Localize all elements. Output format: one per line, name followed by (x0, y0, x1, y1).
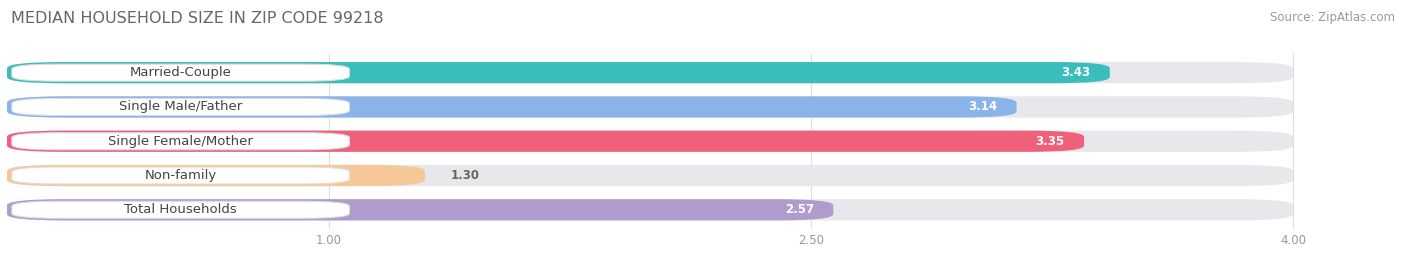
FancyBboxPatch shape (7, 130, 1084, 152)
FancyBboxPatch shape (11, 133, 350, 150)
FancyBboxPatch shape (7, 96, 1294, 118)
Text: Non-family: Non-family (145, 169, 217, 182)
Text: 3.14: 3.14 (969, 100, 997, 114)
FancyBboxPatch shape (7, 130, 1294, 152)
Text: 3.43: 3.43 (1062, 66, 1091, 79)
Text: 2.57: 2.57 (785, 203, 814, 216)
FancyBboxPatch shape (7, 62, 1294, 83)
FancyBboxPatch shape (7, 165, 425, 186)
FancyBboxPatch shape (7, 96, 1017, 118)
FancyBboxPatch shape (7, 199, 834, 220)
FancyBboxPatch shape (11, 201, 350, 218)
Text: Source: ZipAtlas.com: Source: ZipAtlas.com (1270, 11, 1395, 24)
Text: MEDIAN HOUSEHOLD SIZE IN ZIP CODE 99218: MEDIAN HOUSEHOLD SIZE IN ZIP CODE 99218 (11, 11, 384, 26)
FancyBboxPatch shape (11, 98, 350, 115)
FancyBboxPatch shape (11, 64, 350, 81)
Text: Married-Couple: Married-Couple (129, 66, 232, 79)
Text: Single Male/Father: Single Male/Father (120, 100, 242, 114)
Text: 3.35: 3.35 (1036, 135, 1064, 148)
Text: Single Female/Mother: Single Female/Mother (108, 135, 253, 148)
FancyBboxPatch shape (7, 165, 1294, 186)
Text: Total Households: Total Households (124, 203, 238, 216)
FancyBboxPatch shape (7, 199, 1294, 220)
Text: 1.30: 1.30 (451, 169, 479, 182)
FancyBboxPatch shape (7, 62, 1109, 83)
FancyBboxPatch shape (11, 167, 350, 184)
